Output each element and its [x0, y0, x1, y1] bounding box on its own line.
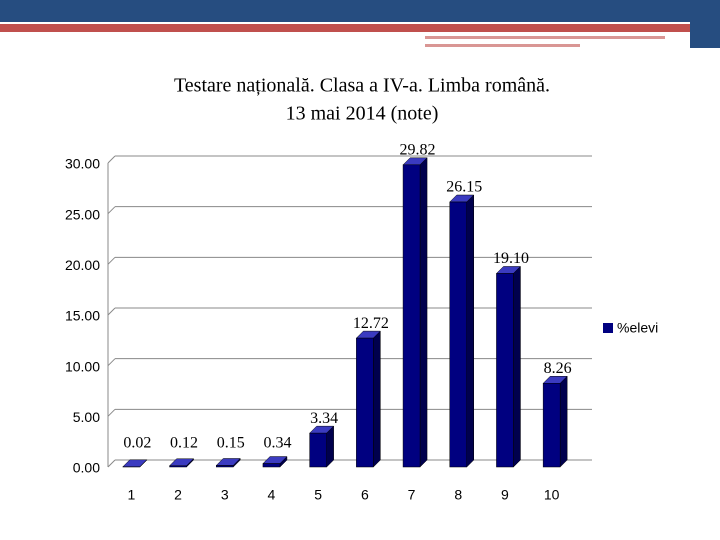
y-tick-label: 5.00: [73, 409, 100, 425]
y-tick-label: 30.00: [65, 156, 100, 172]
chart-title: Testare națională. Clasa a IV-a. Limba r…: [174, 75, 550, 97]
header-stripe: [0, 24, 690, 32]
chart-title: 13 mai 2014 (note): [286, 103, 439, 125]
bar: [356, 337, 374, 468]
bar-side: [326, 425, 334, 468]
header-stripe: [425, 36, 665, 39]
grid-line-depth: [107, 358, 116, 367]
bar-side: [466, 194, 474, 468]
y-tick-label: 25.00: [65, 206, 100, 222]
legend-label: %elevi: [617, 320, 658, 336]
data-label: 0.02: [123, 435, 151, 452]
bar: [216, 465, 234, 468]
y-tick-label: 15.00: [65, 308, 100, 324]
grid-line-depth: [107, 206, 116, 215]
y-tick-label: 20.00: [65, 257, 100, 273]
grid-line-depth: [107, 155, 116, 164]
x-tick-label: 2: [174, 487, 182, 503]
bar-side: [419, 157, 428, 468]
bar: [309, 432, 327, 468]
x-tick-label: 8: [454, 487, 462, 503]
bar-side: [559, 375, 568, 468]
y-tick-label: 0.00: [73, 460, 100, 476]
data-label: 0.15: [217, 435, 245, 452]
legend-swatch: [603, 323, 613, 333]
x-tick-label: 5: [314, 487, 322, 503]
x-tick-label: 1: [127, 487, 135, 503]
data-label: 8.26: [544, 360, 572, 377]
data-label: 12.72: [353, 315, 389, 332]
header-stripe: [425, 44, 580, 47]
x-tick-label: 9: [501, 487, 509, 503]
x-tick-label: 10: [544, 487, 560, 503]
header-band: [0, 0, 720, 22]
y-tick-label: 10.00: [65, 358, 100, 374]
grid-line-depth: [107, 307, 116, 316]
x-tick-label: 6: [361, 487, 369, 503]
bar: [496, 273, 514, 468]
data-label: 3.34: [310, 410, 338, 427]
bar: [449, 201, 467, 468]
data-label: 26.15: [446, 179, 482, 196]
data-label: 0.12: [170, 435, 198, 452]
data-label: 19.10: [493, 250, 529, 267]
data-label: 29.82: [400, 141, 436, 158]
grid-line-depth: [107, 408, 116, 417]
data-label: 0.34: [263, 435, 291, 452]
bar: [262, 463, 281, 468]
bar: [169, 465, 187, 468]
grid-line-depth: [107, 256, 116, 265]
bar: [402, 164, 421, 468]
bar-side: [513, 265, 521, 468]
x-tick-label: 7: [408, 487, 416, 503]
header-band: [690, 0, 720, 48]
bar: [542, 383, 561, 468]
x-tick-label: 4: [268, 487, 276, 503]
grid-line-depth: [107, 459, 116, 468]
bar-side: [373, 330, 381, 468]
x-tick-label: 3: [221, 487, 229, 503]
